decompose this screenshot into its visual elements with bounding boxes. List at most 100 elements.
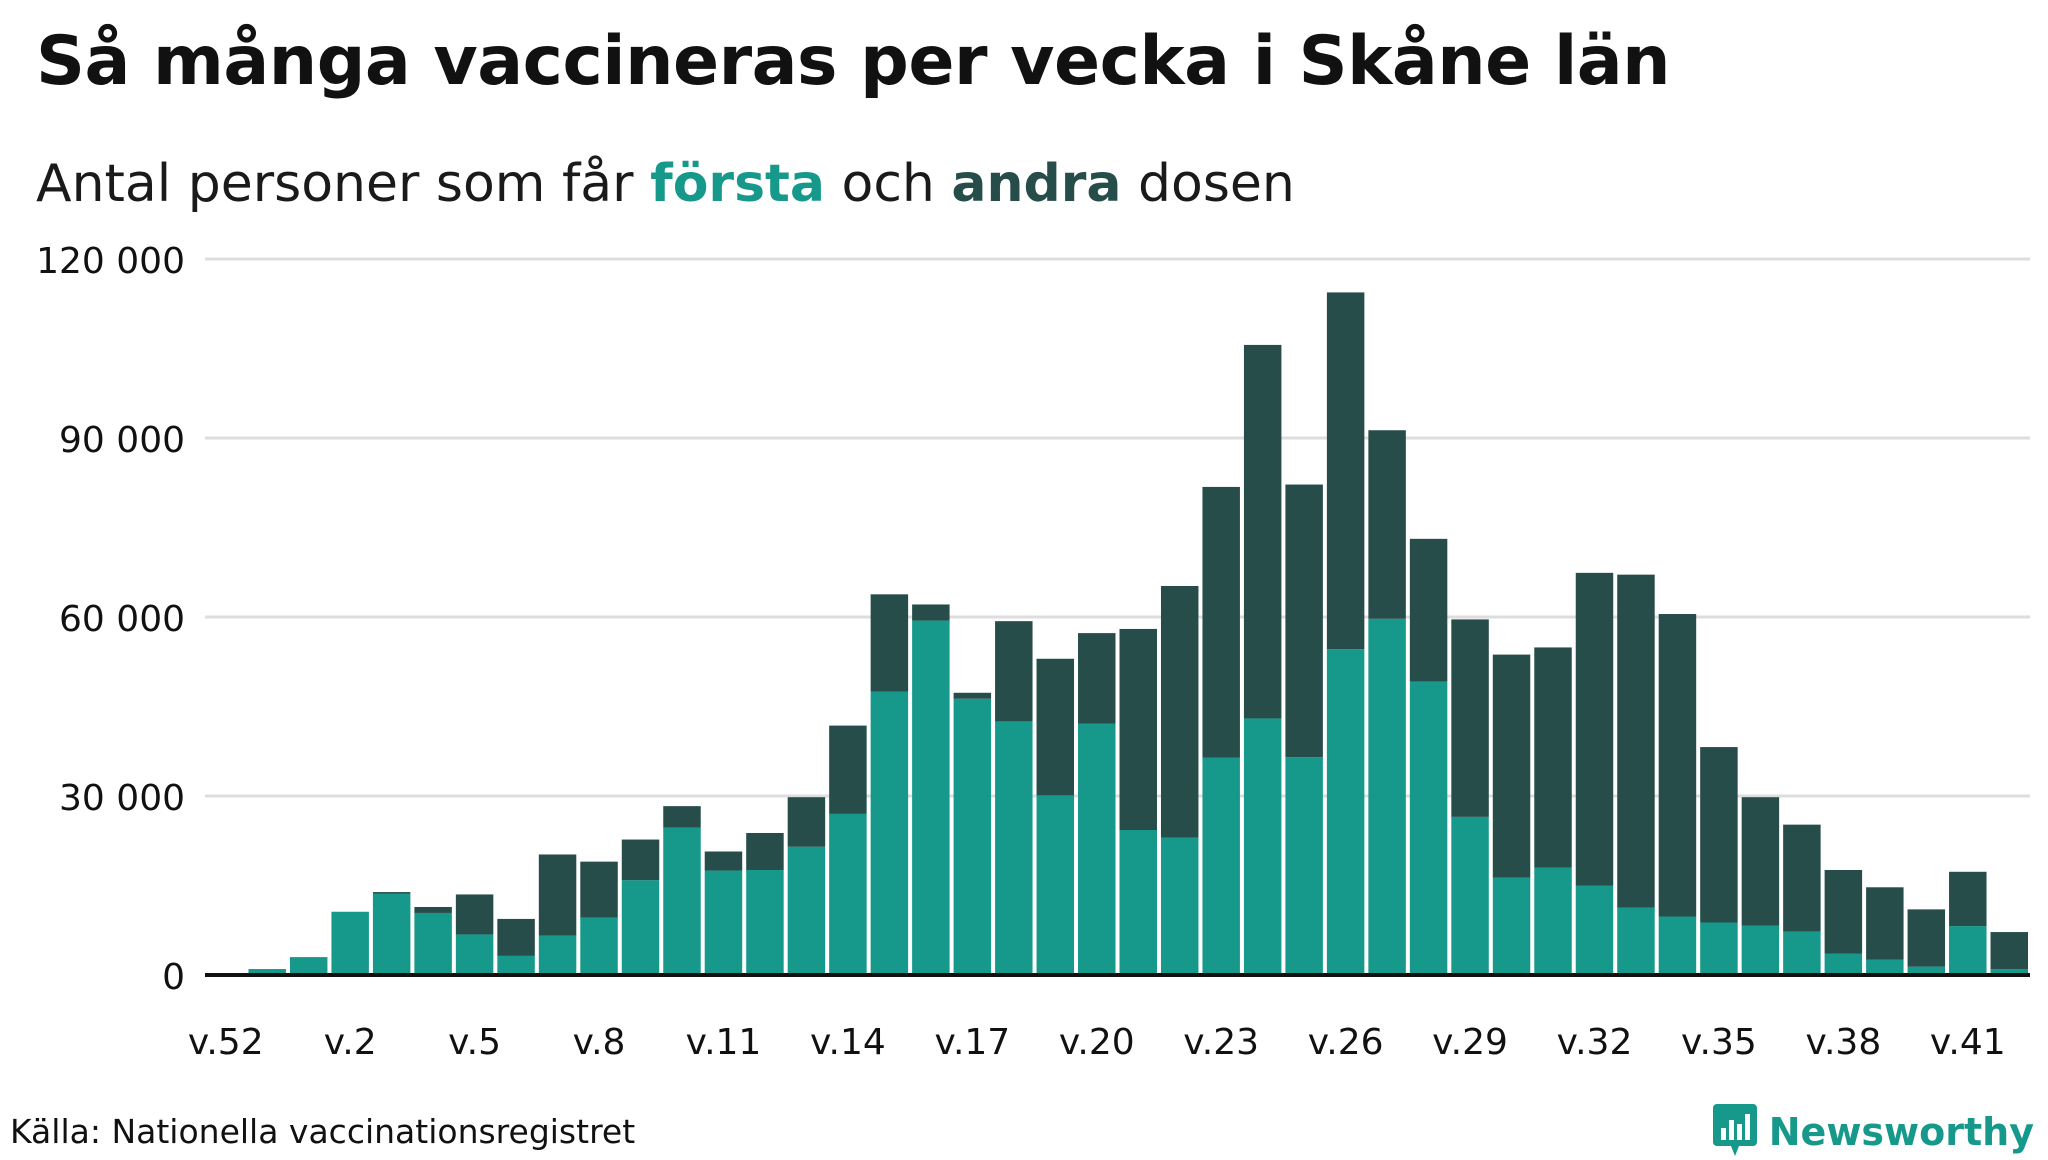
- bar-second-dose: [995, 621, 1033, 722]
- bar-first-dose: [1492, 877, 1531, 975]
- bar-first-dose: [1907, 966, 1946, 975]
- bar-first-dose: [1451, 816, 1489, 975]
- y-axis-labels: 0 30 000 60 000 90 000 120 000: [36, 241, 185, 998]
- chart-title: Så många vaccineras per vecka i Skåne lä…: [36, 22, 1671, 101]
- bar-first-dose: [248, 969, 286, 975]
- bar-second-dose: [912, 604, 950, 621]
- bar-first-dose: [580, 917, 618, 975]
- bar-second-dose: [1824, 869, 1863, 954]
- bar-first-dose: [538, 935, 577, 975]
- x-tick-label: v.29: [1432, 1022, 1508, 1063]
- newsworthy-logo-icon: [1712, 1104, 1757, 1160]
- bar-second-dose: [1285, 484, 1323, 758]
- bar-first-dose: [1119, 830, 1157, 975]
- bar-chart: 0 30 000 60 000 90 000 120 000 v.52 v.2 v.5 v.8…: [36, 241, 2030, 1063]
- bar-first-dose: [953, 698, 992, 975]
- bar-second-dose: [1617, 574, 1655, 908]
- bar-second-dose: [1741, 797, 1780, 926]
- bar-first-dose: [829, 813, 867, 975]
- bar-first-dose: [1285, 757, 1323, 975]
- bars: [248, 292, 2028, 975]
- bar-second-dose: [1783, 824, 1821, 932]
- x-tick-label: v.52: [188, 1022, 264, 1063]
- bar-first-dose: [455, 934, 494, 975]
- x-tick-label: v.38: [1805, 1022, 1881, 1063]
- bar-first-dose: [1160, 837, 1199, 975]
- x-tick-label: v.14: [810, 1022, 886, 1063]
- brand-name: Newsworthy: [1768, 1110, 2034, 1154]
- bar-second-dose: [663, 806, 701, 828]
- bar-first-dose: [1990, 969, 2028, 975]
- x-tick-label: v.2: [324, 1022, 377, 1063]
- bar-first-dose: [1949, 926, 1987, 975]
- bar-second-dose: [538, 854, 577, 936]
- bar-second-dose: [372, 892, 411, 894]
- bar-second-dose: [580, 861, 618, 918]
- bar-first-dose: [331, 911, 369, 975]
- bar-second-dose: [1409, 538, 1448, 682]
- y-tick-label: 0: [162, 957, 185, 998]
- bar-first-dose: [663, 827, 701, 975]
- x-tick-label: v.17: [934, 1022, 1010, 1063]
- bar-second-dose: [704, 851, 743, 871]
- y-tick-label: 30 000: [59, 778, 185, 819]
- bar-second-dose: [1575, 572, 1614, 886]
- x-tick-label: v.20: [1059, 1022, 1135, 1063]
- bar-first-dose: [1368, 618, 1406, 975]
- subtitle-second-dose: andra: [951, 154, 1122, 214]
- source-note: Källa: Nationella vaccinationsregistret: [10, 1112, 636, 1151]
- x-tick-label: v.26: [1308, 1022, 1384, 1063]
- bar-first-dose: [704, 870, 743, 975]
- bar-second-dose: [870, 594, 909, 692]
- bar-first-dose: [746, 869, 784, 975]
- x-tick-label: v.41: [1930, 1022, 2006, 1063]
- subtitle-first-dose: första: [650, 154, 825, 214]
- bar-second-dose: [746, 832, 784, 870]
- bar-second-dose: [1949, 871, 1987, 927]
- x-axis-labels: v.52 v.2 v.5 v.8 v.11 v.14 v.17 v.20 v.23 v.26 v.2…: [188, 1022, 2006, 1063]
- grid-lines: [205, 257, 2030, 798]
- bar-first-dose: [1326, 649, 1365, 975]
- bar-second-dose: [1492, 654, 1531, 878]
- bar-first-dose: [414, 912, 452, 975]
- bar-first-dose: [289, 957, 328, 975]
- bar-first-dose: [1617, 907, 1655, 975]
- bar-first-dose: [1741, 925, 1780, 975]
- bar-first-dose: [787, 846, 826, 975]
- bar-second-dose: [1451, 619, 1489, 817]
- x-tick-label: v.35: [1681, 1022, 1757, 1063]
- bar-first-dose: [912, 620, 950, 975]
- bar-second-dose: [1119, 628, 1157, 831]
- bar-second-dose: [621, 839, 660, 881]
- bar-second-dose: [1368, 430, 1406, 619]
- subtitle-middle: och: [824, 154, 952, 214]
- bar-first-dose: [1534, 867, 1572, 975]
- bar-first-dose: [1700, 922, 1738, 975]
- bar-first-dose: [1036, 795, 1075, 975]
- subtitle-prefix: Antal personer som får: [36, 154, 651, 214]
- x-tick-label: v.5: [448, 1022, 501, 1063]
- bar-second-dose: [1534, 647, 1572, 868]
- x-tick-label: v.11: [686, 1022, 762, 1063]
- bar-second-dose: [1866, 887, 1904, 960]
- y-tick-label: 90 000: [59, 420, 185, 461]
- subtitle-suffix: dosen: [1121, 154, 1295, 214]
- bar-second-dose: [1036, 658, 1075, 796]
- bar-first-dose: [1575, 885, 1614, 975]
- bar-first-dose: [372, 893, 411, 975]
- bar-second-dose: [787, 797, 826, 847]
- bar-first-dose: [1824, 953, 1863, 975]
- bar-first-dose: [1866, 959, 1904, 975]
- bar-second-dose: [414, 906, 452, 913]
- bar-second-dose: [1160, 585, 1199, 838]
- bar-second-dose: [1326, 292, 1365, 650]
- y-tick-label: 120 000: [36, 241, 185, 282]
- bar-second-dose: [1990, 932, 2028, 970]
- bar-first-dose: [1658, 916, 1697, 975]
- bar-first-dose: [621, 880, 660, 975]
- bar-second-dose: [1907, 909, 1946, 967]
- x-tick-label: v.8: [573, 1022, 626, 1063]
- bar-second-dose: [1658, 614, 1697, 917]
- bar-first-dose: [870, 691, 909, 975]
- bar-first-dose: [1409, 681, 1448, 975]
